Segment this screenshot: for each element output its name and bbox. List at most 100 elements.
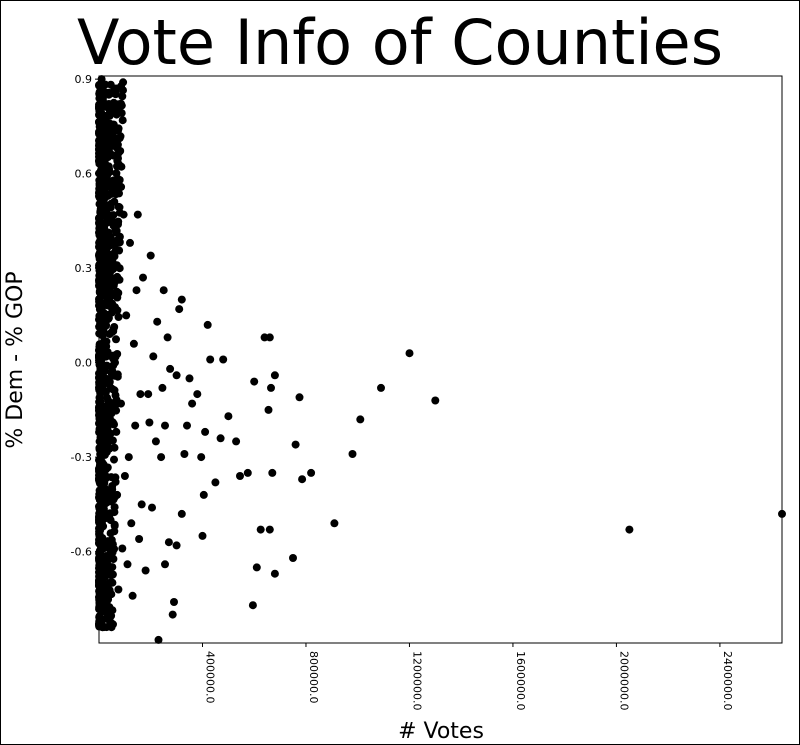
data-point — [177, 509, 186, 518]
data-point — [146, 251, 155, 260]
x-axis-title: # Votes — [398, 719, 484, 744]
data-point — [199, 490, 208, 499]
data-point-cluster — [112, 406, 121, 415]
data-point — [135, 535, 144, 543]
data-point — [158, 383, 167, 392]
data-point — [431, 396, 440, 405]
data-point-cluster — [96, 365, 105, 373]
data-point — [106, 516, 115, 525]
data-point-cluster — [97, 109, 106, 118]
data-point-cluster — [113, 350, 122, 358]
data-point-cluster — [102, 230, 111, 239]
data-point — [203, 320, 212, 329]
data-point-cluster — [102, 280, 111, 289]
data-point — [96, 232, 105, 241]
data-point — [298, 475, 307, 484]
data-point — [114, 585, 123, 594]
data-point — [111, 179, 120, 188]
data-point — [260, 333, 269, 342]
data-point — [144, 390, 153, 399]
y-axis-title: % Dem - % GOP — [3, 271, 28, 448]
data-point — [625, 525, 634, 534]
data-point — [295, 393, 304, 402]
data-point — [232, 437, 241, 446]
data-point — [236, 472, 244, 480]
data-point-cluster — [108, 570, 117, 579]
data-point-cluster — [97, 290, 105, 299]
data-point — [265, 525, 274, 534]
x-axis-ticks: 400000.0 800000.0 1200000.0 1600000.0 200000… — [201, 643, 734, 711]
data-point — [113, 490, 122, 499]
data-point — [153, 317, 162, 326]
data-point-cluster — [110, 290, 119, 299]
data-point-cluster — [97, 309, 106, 318]
data-point — [124, 453, 133, 462]
data-point-cluster — [107, 266, 115, 275]
data-point — [133, 210, 142, 219]
data-point — [307, 468, 316, 477]
plot-area — [98, 75, 783, 644]
data-point — [267, 383, 275, 392]
data-point — [164, 538, 173, 547]
y-tick-label: 0.0 — [75, 357, 93, 370]
data-point — [183, 421, 191, 430]
data-point — [95, 547, 104, 556]
data-point-cluster — [98, 204, 107, 212]
data-point — [119, 210, 128, 219]
y-tick-label: -0.6 — [71, 546, 92, 559]
data-point-cluster — [102, 243, 111, 252]
data-point — [117, 399, 125, 408]
data-point-cluster — [114, 154, 122, 163]
x-tick-label: 2400000.0 — [721, 651, 734, 711]
data-point-cluster — [107, 548, 116, 557]
data-point-cluster — [105, 168, 114, 176]
data-point — [109, 327, 118, 336]
data-point-cluster — [110, 86, 118, 95]
data-point — [145, 418, 154, 427]
data-points — [95, 75, 786, 644]
data-point — [97, 604, 106, 613]
data-point-cluster — [102, 337, 111, 346]
data-point — [161, 560, 169, 569]
data-point — [201, 427, 210, 436]
data-point-cluster — [106, 618, 115, 627]
y-tick-label: -0.3 — [71, 451, 92, 464]
data-point — [270, 371, 279, 380]
data-point — [102, 100, 111, 109]
data-point — [188, 399, 197, 408]
data-point — [224, 412, 233, 421]
x-tick-label: 800000.0 — [307, 651, 320, 704]
data-point — [107, 128, 116, 137]
data-point — [291, 440, 300, 449]
data-point — [185, 374, 194, 383]
data-point-cluster — [95, 340, 104, 349]
data-point-cluster — [103, 557, 112, 566]
data-point-cluster — [106, 252, 115, 261]
data-point-cluster — [99, 434, 108, 443]
data-point — [256, 525, 265, 534]
data-point-cluster — [105, 540, 114, 549]
data-point — [250, 377, 259, 386]
data-point-cluster — [105, 416, 114, 425]
data-point-cluster — [106, 383, 115, 392]
data-point — [98, 468, 107, 477]
data-point-cluster — [102, 352, 111, 361]
data-point — [289, 554, 297, 562]
data-point-cluster — [114, 313, 123, 321]
data-point — [348, 450, 357, 458]
data-point — [123, 560, 132, 569]
data-point-cluster — [115, 189, 123, 198]
data-point — [211, 478, 220, 487]
data-point-cluster — [112, 245, 121, 254]
data-point — [264, 405, 273, 414]
data-point — [100, 194, 109, 203]
data-point — [172, 371, 181, 380]
data-point — [377, 383, 385, 392]
data-point — [137, 500, 146, 509]
data-point-cluster — [95, 378, 104, 387]
data-point — [126, 238, 134, 247]
data-point — [163, 333, 172, 342]
data-point-cluster — [101, 443, 110, 452]
data-point — [148, 503, 156, 512]
data-point-cluster — [110, 455, 118, 464]
